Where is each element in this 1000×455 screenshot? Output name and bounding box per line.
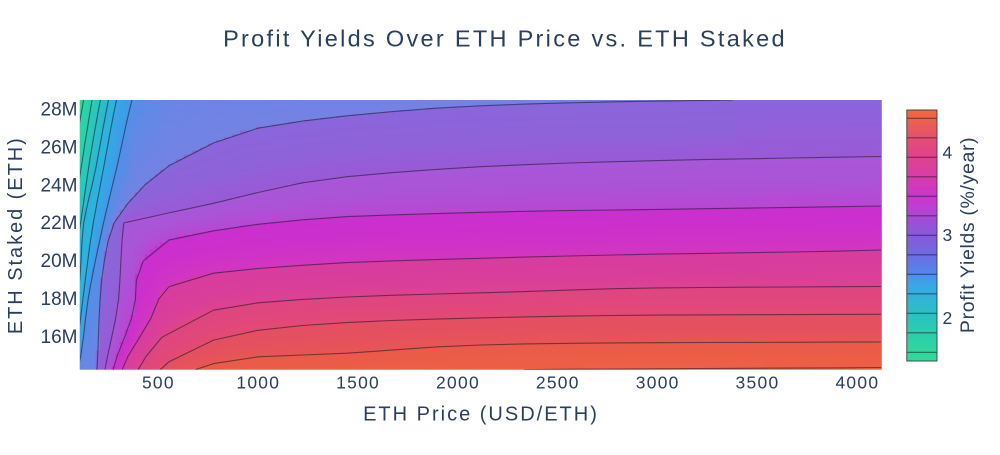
svg-text:ETH Staked (ETH): ETH Staked (ETH) [5,136,27,334]
svg-text:2000: 2000 [436,373,480,393]
svg-text:Profit Yields Over ETH Price v: Profit Yields Over ETH Price vs. ETH Sta… [223,26,787,52]
svg-text:16M: 16M [41,327,78,348]
svg-text:24M: 24M [41,175,78,196]
svg-text:18M: 18M [41,289,78,310]
svg-text:2500: 2500 [536,373,580,393]
svg-text:1500: 1500 [336,373,380,393]
svg-text:500: 500 [142,373,175,393]
svg-text:3500: 3500 [736,373,780,393]
svg-text:20M: 20M [41,251,78,272]
svg-text:1000: 1000 [236,373,280,393]
svg-text:22M: 22M [41,213,78,234]
svg-text:3: 3 [943,225,953,245]
svg-text:4000: 4000 [835,373,879,393]
svg-text:Profit Yields (%/year): Profit Yields (%/year) [957,137,979,333]
svg-text:4: 4 [943,142,953,162]
svg-text:28M: 28M [41,100,78,121]
svg-text:3000: 3000 [636,373,680,393]
svg-text:26M: 26M [41,138,78,159]
svg-text:ETH Price (USD/ETH): ETH Price (USD/ETH) [363,404,599,426]
svg-text:2: 2 [943,308,953,328]
